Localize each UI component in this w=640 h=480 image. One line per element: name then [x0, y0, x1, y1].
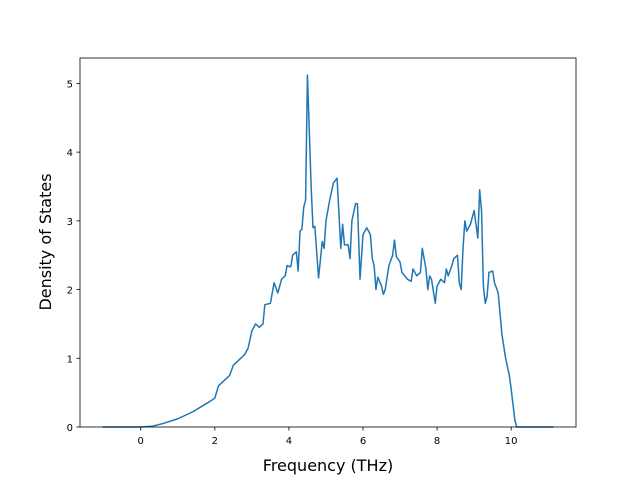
x-axis-label: Frequency (THz): [263, 456, 393, 475]
x-tick-label: 2: [212, 436, 218, 447]
y-axis-label: Density of States: [36, 173, 55, 310]
plot-frame: [79, 57, 577, 428]
line-series: [102, 74, 554, 428]
x-tick-label: 10: [505, 436, 518, 447]
y-tick-label: 3: [67, 217, 73, 228]
y-tick-label: 5: [67, 79, 73, 90]
y-tick-label: 0: [67, 423, 73, 434]
x-tick-label: 8: [434, 436, 440, 447]
x-tick-label: 0: [138, 436, 144, 447]
y-tick-label: 4: [67, 148, 73, 159]
x-tick-label: 6: [360, 436, 366, 447]
x-tick-label: 4: [286, 436, 292, 447]
y-tick-label: 1: [67, 354, 73, 365]
y-tick-label: 2: [67, 286, 73, 297]
